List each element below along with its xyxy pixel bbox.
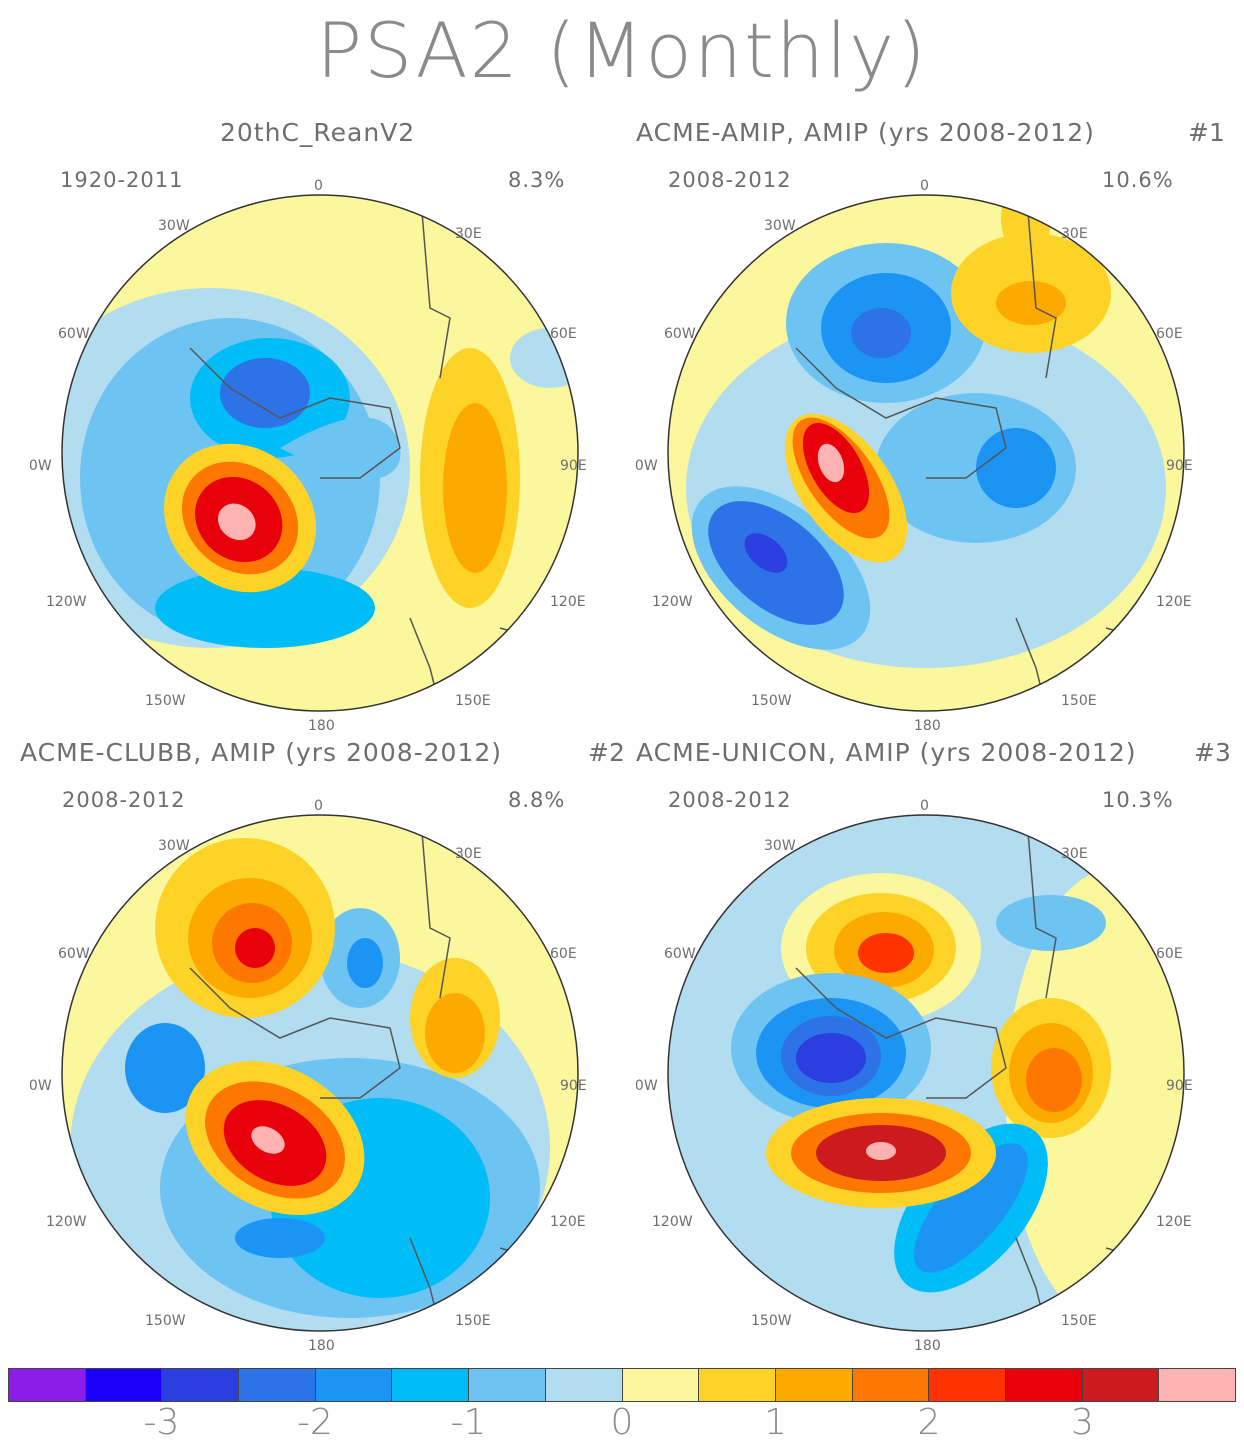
lon-label-top: 0 <box>314 798 323 814</box>
lon-label-120w: 120W <box>46 1214 87 1230</box>
colorbar-segment <box>314 1369 392 1401</box>
lon-label-150w: 150W <box>145 1313 186 1329</box>
colorbar-segment <box>544 1369 622 1401</box>
lon-label-60w: 60W <box>664 946 696 962</box>
colorbar-segment <box>1004 1369 1082 1401</box>
lon-label-bottom: 180 <box>914 718 941 734</box>
lon-label-150e: 150E <box>1061 693 1097 709</box>
lon-label-60w: 60W <box>664 326 696 342</box>
lon-label-90e: 90E <box>1166 1078 1193 1094</box>
period-label: 2008-2012 <box>62 788 186 812</box>
period-label: 2008-2012 <box>668 168 792 192</box>
period-label: 2008-2012 <box>668 788 792 812</box>
lon-label-150e: 150E <box>1061 1313 1097 1329</box>
colorbar-tick-label: 3 <box>1071 1402 1094 1443</box>
lon-label-30e: 30E <box>455 846 482 862</box>
lon-label-90e: 90E <box>560 458 587 474</box>
colorbar-tick-label: -3 <box>143 1402 180 1443</box>
colorbar-tick-label: -2 <box>297 1402 333 1443</box>
lon-label-120w: 120W <box>652 1214 693 1230</box>
lon-label-top: 0 <box>314 178 323 194</box>
lon-label-bottom: 180 <box>914 1338 941 1354</box>
map-panel-3: ACME-CLUBB, AMIP (yrs 2008-2012) #2 2008… <box>20 738 625 1354</box>
variance-percent: 10.6% <box>1102 168 1174 192</box>
colorbar-segment <box>621 1369 699 1401</box>
lon-label-150e: 150E <box>455 693 491 709</box>
lon-label-30e: 30E <box>455 226 482 242</box>
lon-label-30w: 30W <box>158 218 190 234</box>
colorbar-segment <box>161 1369 239 1401</box>
lon-label-30w: 30W <box>764 838 796 854</box>
colorbar-tick-label: -1 <box>450 1402 487 1443</box>
period-label: 1920-2011 <box>60 168 184 192</box>
lon-label-30w: 30W <box>158 838 190 854</box>
panel-number: #2 <box>588 738 625 767</box>
colorbar-segment <box>698 1369 775 1401</box>
colorbar-tick-label: 0 <box>610 1402 634 1443</box>
polar-map-4: 0 180 30W 60W 90W 120W 150W 30E 60E 90E … <box>636 798 1193 1354</box>
variance-percent: 8.3% <box>508 168 566 192</box>
lon-label-120e: 120E <box>550 594 586 610</box>
lon-label-90w: 90W <box>636 458 658 474</box>
map-panel-1: 20thC_ReanV2 1920-2011 8.3% 0 180 30W 60… <box>30 118 590 734</box>
lon-label-90e: 90E <box>1166 458 1193 474</box>
colorbar <box>8 1368 1236 1402</box>
map-panel-2: ACME-AMIP, AMIP (yrs 2008-2012) #1 2008-… <box>636 118 1225 734</box>
colorbar-segment <box>1081 1369 1159 1401</box>
colorbar-tick-label: 2 <box>917 1402 941 1443</box>
lon-label-150w: 150W <box>145 693 186 709</box>
lon-label-90w: 90W <box>30 458 52 474</box>
colorbar-segment <box>928 1369 1005 1401</box>
lon-label-120w: 120W <box>46 594 87 610</box>
panel-number: #3 <box>1194 738 1231 767</box>
colorbar-segment <box>774 1369 852 1401</box>
lon-label-90e: 90E <box>560 1078 587 1094</box>
panel-number: #1 <box>1188 118 1225 147</box>
lon-label-60e: 60E <box>550 946 577 962</box>
colorbar-tick-label: 1 <box>764 1402 787 1443</box>
variance-percent: 10.3% <box>1102 788 1174 812</box>
polar-map-1: 0 180 30W 60W 90W 120W 150W 30E 60E 90E … <box>30 178 587 734</box>
panel-title: ACME-AMIP, AMIP (yrs 2008-2012) <box>636 118 1095 147</box>
lon-label-120e: 120E <box>550 1214 586 1230</box>
colorbar-segment <box>84 1369 162 1401</box>
colorbar-segment <box>9 1369 85 1401</box>
polar-map-3: 0 180 30W 60W 90W 120W 150W 30E 60E 90E … <box>30 798 587 1354</box>
lon-label-60w: 60W <box>58 946 90 962</box>
lon-label-120e: 120E <box>1156 594 1192 610</box>
colorbar-segment <box>851 1369 929 1401</box>
lon-label-30e: 30E <box>1061 226 1088 242</box>
lon-label-bottom: 180 <box>308 1338 335 1354</box>
lon-label-150e: 150E <box>455 1313 491 1329</box>
lon-label-120e: 120E <box>1156 1214 1192 1230</box>
panel-title: ACME-UNICON, AMIP (yrs 2008-2012) <box>636 738 1137 767</box>
panel-title: 20thC_ReanV2 <box>220 118 416 147</box>
lon-label-90w: 90W <box>30 1078 52 1094</box>
lon-label-60e: 60E <box>1156 946 1183 962</box>
lon-label-bottom: 180 <box>308 718 335 734</box>
lon-label-top: 0 <box>920 798 929 814</box>
colorbar-segment <box>1158 1369 1235 1401</box>
map-panel-4: ACME-UNICON, AMIP (yrs 2008-2012) #3 200… <box>636 738 1231 1354</box>
lon-label-30e: 30E <box>1061 846 1088 862</box>
colorbar-segment <box>468 1369 545 1401</box>
lon-label-30w: 30W <box>764 218 796 234</box>
lon-label-60e: 60E <box>1156 326 1183 342</box>
lon-label-top: 0 <box>920 178 929 194</box>
lon-label-120w: 120W <box>652 594 693 610</box>
lon-label-150w: 150W <box>751 693 792 709</box>
main-title: PSA2 (Monthly) <box>316 6 928 95</box>
lon-label-60w: 60W <box>58 326 90 342</box>
lon-label-60e: 60E <box>550 326 577 342</box>
panel-title: ACME-CLUBB, AMIP (yrs 2008-2012) <box>20 738 503 767</box>
colorbar-segment <box>238 1369 315 1401</box>
lon-label-90w: 90W <box>636 1078 658 1094</box>
lon-label-150w: 150W <box>751 1313 792 1329</box>
variance-percent: 8.8% <box>508 788 566 812</box>
polar-map-2: 0 180 30W 60W 90W 120W 150W 30E 60E 90E … <box>636 178 1193 734</box>
colorbar-segment <box>391 1369 469 1401</box>
